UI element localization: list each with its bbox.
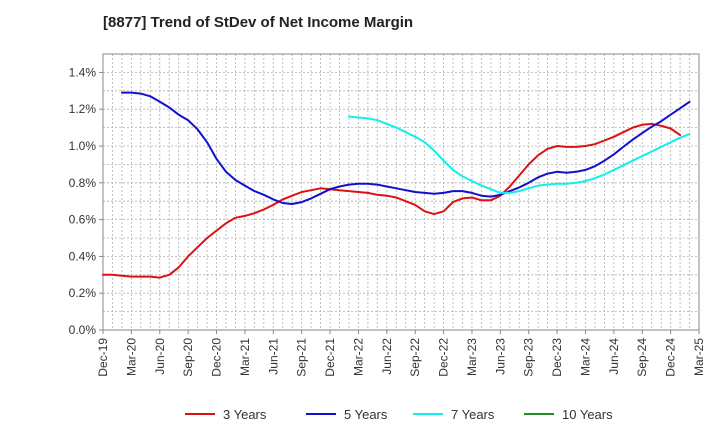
plot-frame [102,53,700,331]
x-tick-label: Dec-20 [210,338,224,377]
legend-label: 5 Years [344,407,388,422]
y-tick-label: 0.2% [69,286,97,300]
legend-item: 3 Years [185,407,267,422]
series-layer [102,91,691,279]
y-tick-label: 0.8% [69,176,97,190]
x-tick-label: Jun-23 [493,338,507,375]
x-tick-label: Mar-22 [351,338,365,376]
x-tick-label: Dec-19 [96,338,110,377]
legend-label: 7 Years [451,407,495,422]
x-tick-label: Mar-21 [238,338,252,376]
legend-label: 3 Years [223,407,267,422]
x-tick-label: Dec-22 [437,338,451,377]
x-tick-label: Mar-23 [465,338,479,376]
y-tick-label: 1.2% [69,102,97,116]
legend-item: 5 Years [306,407,388,422]
chart-title: [8877] Trend of StDev of Net Income Marg… [103,14,414,31]
y-tick-label: 1.0% [69,139,97,153]
y-tick-label: 0.0% [69,323,97,337]
x-tick-label: Sep-21 [295,338,309,377]
x-tick-label: Dec-21 [323,338,337,377]
legend-item: 10 Years [524,407,613,422]
x-tick-label: Sep-23 [522,338,536,377]
x-tick-label: Sep-24 [635,338,649,377]
series-line-3-years [102,122,682,279]
y-tick-label: 1.4% [69,65,97,79]
x-tick-label: Jun-24 [607,338,621,375]
x-tick-label: Dec-23 [550,338,564,377]
y-tick-label: 0.6% [69,213,97,227]
series-line-7-years [348,115,691,194]
x-tick-label: Sep-20 [181,338,195,377]
x-tick-label: Sep-22 [408,338,422,377]
x-tick-label: Jun-22 [380,338,394,375]
y-tick-label: 0.4% [69,249,97,263]
series-line-5-years [120,91,691,205]
legend: 3 Years 5 Years 7 Years 10 Years [185,407,613,422]
x-tick-label: Mar-25 [692,338,706,376]
x-tick-label: Mar-20 [124,338,138,376]
x-tick-label: Jun-21 [266,338,280,375]
legend-item: 7 Years [413,407,495,422]
axis-layer: 0.0% 0.2% 0.4% 0.6% 0.8% 1.0% 1.2% 1.4% Dec-19 Ma… [69,53,706,377]
legend-label: 10 Years [562,407,613,422]
x-tick-label: Mar-24 [578,338,592,376]
grid-layer [103,54,699,330]
x-tick-label: Dec-24 [664,338,678,377]
x-tick-label: Jun-20 [153,338,167,375]
